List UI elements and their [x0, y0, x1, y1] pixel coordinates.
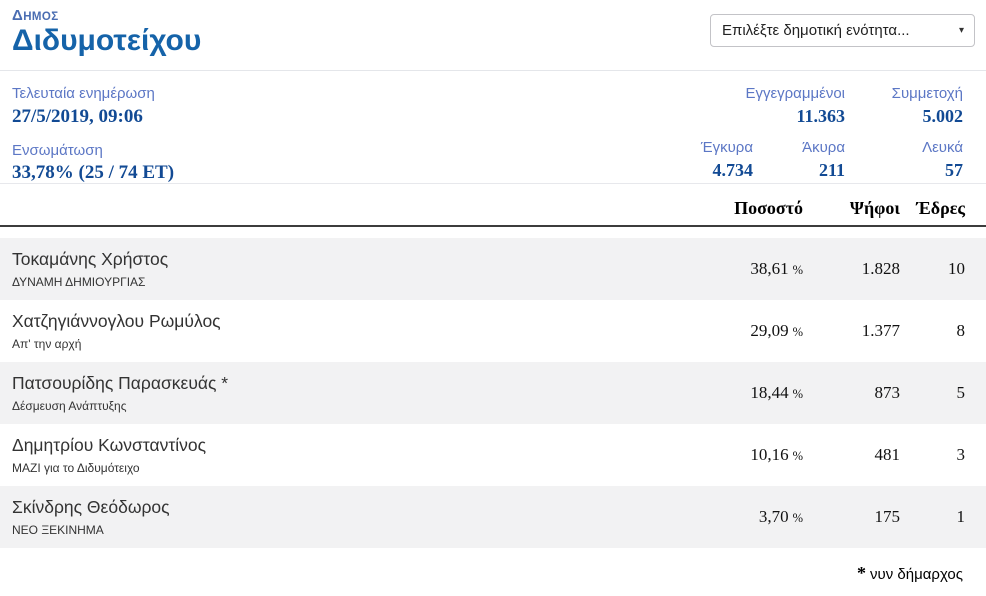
- header-seats: Έδρες: [916, 198, 965, 218]
- votes-value: 175: [874, 507, 901, 526]
- percent-value: 29,09%: [663, 321, 803, 341]
- header-percent: Ποσοστό: [734, 198, 803, 218]
- stats-right: Εγγεγραμμένοι 11.363 Συμμετοχή 5.002 Έγκ…: [667, 85, 963, 182]
- stat-turnout: Συμμετοχή 5.002: [867, 85, 963, 127]
- chevron-down-icon: ▾: [958, 24, 964, 36]
- votes-value: 1.828: [861, 259, 900, 278]
- footnote-text: νυν δήμαρχος: [870, 566, 963, 583]
- table-header-row: Ποσοστό Ψήφοι Έδρες: [0, 184, 986, 227]
- turnout-value: 5.002: [922, 105, 964, 126]
- candidate-name: Δημητρίου Κωνσταντίνος: [12, 434, 207, 455]
- candidate-cell: Πατσουρίδης Παρασκευάς * Δέσμευση Ανάπτυ…: [0, 373, 663, 413]
- seats-value: 5: [956, 383, 966, 402]
- party-name: Απ' την αρχή: [12, 337, 82, 352]
- percent-sign: %: [792, 325, 803, 339]
- integration-label: Ενσωμάτωση: [12, 141, 103, 159]
- candidate-row: Δημητρίου Κωνσταντίνος ΜΑΖΙ για το Διδυμ…: [0, 424, 986, 486]
- candidate-name: Χατζηγιάννογλου Ρωμύλος: [12, 310, 221, 331]
- stat-integration: Ενσωμάτωση 33,78% (25 / 74 ΕΤ): [12, 142, 174, 186]
- percent-number: 10,16: [750, 445, 789, 464]
- percent-sign: %: [792, 387, 803, 401]
- valid-label: Έγκυρα: [700, 139, 753, 157]
- stat-last-update: Τελευταία ενημέρωση 27/5/2019, 09:06: [12, 85, 174, 129]
- candidate-row: Τοκαμάνης Χρήστος ΔΥΝΑΜΗ ΔΗΜΙΟΥΡΓΙΑΣ 38,…: [0, 238, 986, 300]
- votes-value: 1.377: [861, 321, 900, 340]
- last-update-label: Τελευταία ενημέρωση: [12, 85, 155, 102]
- candidate-row: Χατζηγιάννογλου Ρωμύλος Απ' την αρχή 29,…: [0, 300, 986, 362]
- last-update-value: 27/5/2019, 09:06: [12, 105, 143, 127]
- percent-sign: %: [792, 263, 803, 277]
- stat-blank: Λευκά 57: [867, 139, 963, 181]
- percent-number: 38,61: [750, 259, 789, 278]
- stats-section: Τελευταία ενημέρωση 27/5/2019, 09:06 Ενσ…: [0, 71, 986, 184]
- votes-value: 873: [874, 383, 901, 402]
- stat-registered: Εγγεγραμμένοι 11.363: [667, 85, 845, 127]
- municipal-unit-select[interactable]: Επιλέξτε δημοτική ενότητα... ▾: [710, 14, 975, 47]
- percent-number: 3,70: [758, 507, 789, 526]
- party-name: Δέσμευση Ανάπτυξης: [12, 399, 127, 414]
- invalid-label: Άκυρα: [802, 139, 845, 157]
- percent-value: 18,44%: [663, 383, 803, 403]
- seats-value: 1: [956, 507, 966, 526]
- header-candidate: [12, 198, 663, 219]
- party-name: ΜΑΖΙ για το Διδυμότειχο: [12, 461, 140, 476]
- stat-invalid: Άκυρα 211: [775, 139, 845, 181]
- seats-value: 10: [948, 259, 965, 278]
- footnote-asterisk: *: [857, 563, 867, 583]
- percent-number: 18,44: [750, 383, 789, 402]
- seats-value: 3: [956, 445, 966, 464]
- percent-value: 3,70%: [663, 507, 803, 527]
- party-name: ΔΥΝΑΜΗ ΔΗΜΙΟΥΡΓΙΑΣ: [12, 275, 146, 290]
- stat-valid: Έγκυρα 4.734: [667, 139, 753, 181]
- municipal-unit-select-placeholder: Επιλέξτε δημοτική ενότητα...: [722, 22, 910, 39]
- header-bar: ΔΗΜΟΣ Διδυμοτείχου Επιλέξτε δημοτική ενό…: [0, 0, 986, 71]
- municipality-label: ΔΗΜΟΣ: [12, 7, 59, 24]
- party-name: ΝΕΟ ΞΕΚΙΝΗΜΑ: [12, 523, 104, 538]
- votes-value: 481: [874, 445, 901, 464]
- turnout-label: Συμμετοχή: [891, 85, 963, 102]
- candidate-name: Πατσουρίδης Παρασκευάς *: [12, 372, 229, 393]
- valid-value: 4.734: [712, 160, 754, 181]
- candidate-cell: Δημητρίου Κωνσταντίνος ΜΑΖΙ για το Διδυμ…: [0, 435, 663, 475]
- header-votes: Ψήφοι: [849, 198, 900, 218]
- percent-sign: %: [792, 511, 803, 525]
- candidate-row: Σκίνδρης Θεόδωρος ΝΕΟ ΞΕΚΙΝΗΜΑ 3,70% 175…: [0, 486, 986, 548]
- stats-left: Τελευταία ενημέρωση 27/5/2019, 09:06 Ενσ…: [12, 85, 174, 185]
- candidate-cell: Τοκαμάνης Χρήστος ΔΥΝΑΜΗ ΔΗΜΙΟΥΡΓΙΑΣ: [0, 249, 663, 289]
- blank-label: Λευκά: [922, 139, 963, 157]
- percent-value: 10,16%: [663, 445, 803, 465]
- candidate-name: Τοκαμάνης Χρήστος: [12, 248, 169, 269]
- title-block: ΔΗΜΟΣ Διδυμοτείχου: [0, 0, 986, 57]
- page-title: Διδυμοτείχου: [12, 24, 202, 57]
- registered-label: Εγγεγραμμένοι: [745, 85, 845, 102]
- page: ΔΗΜΟΣ Διδυμοτείχου Επιλέξτε δημοτική ενό…: [0, 0, 986, 584]
- footnote: * νυν δήμαρχος: [0, 563, 986, 584]
- candidate-row: Πατσουρίδης Παρασκευάς * Δέσμευση Ανάπτυ…: [0, 362, 986, 424]
- percent-value: 38,61%: [663, 259, 803, 279]
- invalid-value: 211: [818, 160, 845, 181]
- percent-number: 29,09: [750, 321, 789, 340]
- results-table: Ποσοστό Ψήφοι Έδρες Τοκαμάνης Χρήστος ΔΥ…: [0, 184, 986, 584]
- blank-value: 57: [945, 160, 963, 181]
- candidate-cell: Σκίνδρης Θεόδωρος ΝΕΟ ΞΕΚΙΝΗΜΑ: [0, 497, 663, 537]
- registered-value: 11.363: [796, 105, 845, 126]
- candidate-name: Σκίνδρης Θεόδωρος: [12, 496, 170, 517]
- seats-value: 8: [956, 321, 966, 340]
- candidate-cell: Χατζηγιάννογλου Ρωμύλος Απ' την αρχή: [0, 311, 663, 351]
- integration-value: 33,78% (25 / 74 ΕΤ): [12, 162, 175, 184]
- table-body: Τοκαμάνης Χρήστος ΔΥΝΑΜΗ ΔΗΜΙΟΥΡΓΙΑΣ 38,…: [0, 238, 986, 548]
- percent-sign: %: [792, 449, 803, 463]
